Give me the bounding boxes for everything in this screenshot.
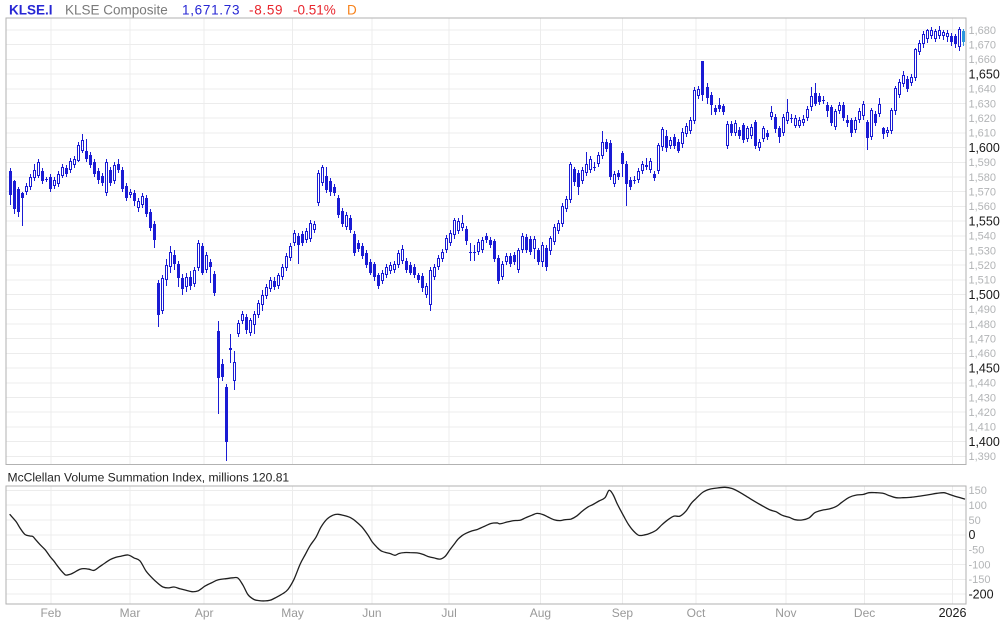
svg-text:1,510: 1,510 <box>969 275 997 287</box>
svg-text:1,560: 1,560 <box>969 201 997 213</box>
svg-text:Jun: Jun <box>362 606 381 620</box>
svg-text:May: May <box>281 606 304 620</box>
svg-text:-200: -200 <box>969 587 994 601</box>
svg-text:1,671.73: 1,671.73 <box>182 3 240 18</box>
svg-text:Jul: Jul <box>441 606 456 620</box>
svg-text:-50: -50 <box>969 544 985 556</box>
svg-text:Nov: Nov <box>775 606 796 620</box>
svg-text:1,440: 1,440 <box>969 378 997 390</box>
svg-text:1,410: 1,410 <box>969 422 997 434</box>
svg-text:Mar: Mar <box>120 606 141 620</box>
svg-text:1,600: 1,600 <box>969 141 1000 155</box>
svg-text:100: 100 <box>969 500 987 512</box>
svg-text:-0.51%: -0.51% <box>293 3 336 18</box>
svg-text:150: 150 <box>969 485 987 497</box>
svg-text:0: 0 <box>969 528 976 542</box>
svg-text:Dec: Dec <box>854 606 875 620</box>
svg-text:1,630: 1,630 <box>969 98 997 110</box>
svg-text:1,660: 1,660 <box>969 54 997 66</box>
svg-text:1,530: 1,530 <box>969 245 997 257</box>
svg-text:2026: 2026 <box>939 606 967 620</box>
svg-text:1,480: 1,480 <box>969 319 997 331</box>
svg-text:1,500: 1,500 <box>969 288 1000 302</box>
svg-text:1,460: 1,460 <box>969 348 997 360</box>
svg-text:1,590: 1,590 <box>969 157 997 169</box>
svg-text:50: 50 <box>969 515 981 527</box>
svg-text:D: D <box>347 3 357 18</box>
svg-text:1,650: 1,650 <box>969 67 1000 81</box>
svg-text:1,540: 1,540 <box>969 231 997 243</box>
svg-text:1,550: 1,550 <box>969 214 1000 228</box>
svg-text:1,450: 1,450 <box>969 361 1000 375</box>
svg-text:-150: -150 <box>969 574 991 586</box>
svg-text:1,430: 1,430 <box>969 392 997 404</box>
svg-text:Apr: Apr <box>195 606 214 620</box>
svg-text:Feb: Feb <box>40 606 61 620</box>
svg-text:1,620: 1,620 <box>969 113 997 125</box>
svg-text:KLSE Composite: KLSE Composite <box>65 3 168 18</box>
svg-text:1,610: 1,610 <box>969 128 997 140</box>
svg-text:1,400: 1,400 <box>969 435 1000 449</box>
svg-text:-8.59: -8.59 <box>249 3 283 18</box>
svg-text:Aug: Aug <box>530 606 551 620</box>
svg-text:KLSE.I: KLSE.I <box>9 3 53 18</box>
svg-text:-100: -100 <box>969 559 991 571</box>
svg-text:1,640: 1,640 <box>969 84 997 96</box>
svg-text:Oct: Oct <box>687 606 706 620</box>
svg-text:Sep: Sep <box>612 606 634 620</box>
svg-text:1,570: 1,570 <box>969 187 997 199</box>
svg-text:1,520: 1,520 <box>969 260 997 272</box>
svg-text:1,470: 1,470 <box>969 334 997 346</box>
svg-text:1,580: 1,580 <box>969 172 997 184</box>
svg-text:1,390: 1,390 <box>969 451 997 463</box>
svg-text:1,680: 1,680 <box>969 25 997 37</box>
svg-text:McClellan Volume Summation Ind: McClellan Volume Summation Index, millio… <box>8 471 290 485</box>
svg-text:1,490: 1,490 <box>969 304 997 316</box>
svg-text:1,420: 1,420 <box>969 407 997 419</box>
svg-text:1,670: 1,670 <box>969 40 997 52</box>
